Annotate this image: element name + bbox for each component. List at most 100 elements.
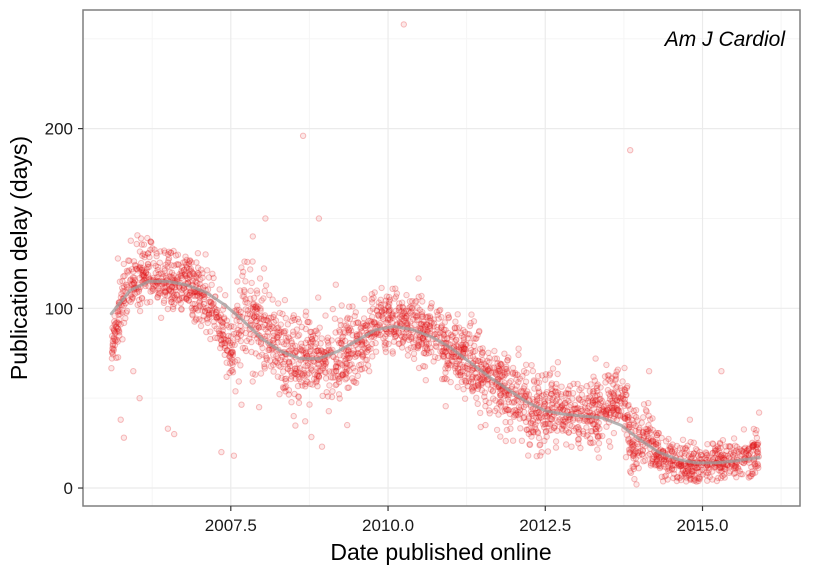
data-point (391, 329, 398, 336)
data-point (200, 300, 208, 308)
data-point (115, 311, 122, 318)
data-point (207, 298, 214, 305)
data-point (489, 387, 497, 394)
data-point (136, 307, 144, 315)
data-point (444, 352, 452, 359)
data-point (612, 372, 620, 379)
x-tick-label: 2012.5 (519, 516, 571, 535)
data-point (472, 370, 479, 377)
data-point (629, 438, 637, 445)
data-point (279, 353, 286, 360)
data-point (233, 306, 240, 313)
data-point (341, 322, 348, 329)
data-point (136, 395, 143, 402)
data-point (610, 389, 618, 396)
data-point (174, 292, 181, 299)
data-point (492, 369, 500, 376)
data-point (639, 428, 646, 436)
data-point (533, 393, 541, 400)
data-point (541, 437, 548, 444)
data-point (559, 402, 566, 409)
data-point (204, 314, 211, 322)
data-point (633, 481, 640, 488)
data-point (583, 395, 590, 402)
data-point (192, 273, 200, 280)
data-point (695, 475, 702, 482)
data-point (399, 310, 406, 317)
data-point (677, 476, 685, 484)
data-point (334, 373, 342, 380)
data-point (314, 347, 322, 354)
data-point (740, 449, 747, 456)
data-point (242, 329, 249, 337)
data-point (609, 390, 616, 397)
data-point (229, 348, 236, 355)
data-point (126, 257, 133, 264)
data-point (403, 319, 410, 326)
data-point (730, 452, 737, 459)
data-point (629, 463, 636, 470)
data-point (418, 340, 426, 348)
data-point (343, 375, 350, 382)
data-point (556, 416, 563, 423)
data-point (477, 358, 484, 366)
data-point (571, 401, 579, 409)
data-point (358, 349, 365, 356)
data-point (205, 274, 213, 281)
data-point (171, 430, 178, 438)
data-point (718, 452, 725, 459)
data-point (186, 274, 194, 281)
data-point (298, 323, 306, 331)
data-point (607, 411, 614, 418)
data-point (336, 360, 344, 367)
data-point (737, 470, 744, 478)
data-point (203, 328, 210, 336)
data-point (608, 404, 616, 412)
data-point (460, 326, 467, 334)
data-point (147, 298, 154, 306)
data-point (400, 21, 407, 28)
data-point (654, 442, 662, 449)
data-point (435, 315, 442, 322)
data-point (377, 301, 385, 309)
data-point (295, 393, 302, 400)
data-point (749, 442, 756, 449)
data-point (405, 336, 413, 343)
data-point (361, 295, 368, 302)
data-point (617, 395, 625, 402)
data-point (621, 415, 629, 422)
data-point (385, 303, 392, 310)
data-point (508, 399, 516, 406)
data-point (409, 304, 416, 311)
data-point (247, 331, 254, 338)
data-point (666, 459, 674, 466)
data-point (622, 454, 630, 461)
data-point (209, 301, 216, 308)
data-point (237, 332, 245, 339)
data-point (461, 345, 468, 352)
data-point (696, 475, 703, 482)
data-point (695, 477, 702, 485)
data-point (523, 390, 530, 397)
data-point (168, 283, 176, 291)
data-point (425, 340, 433, 348)
data-point (508, 383, 516, 390)
data-point (235, 378, 243, 385)
data-point (241, 258, 248, 265)
data-point (645, 412, 652, 419)
data-point (427, 305, 434, 312)
data-point (178, 305, 185, 313)
data-point (392, 285, 399, 292)
data-point (302, 418, 309, 425)
data-point (304, 378, 311, 386)
data-point (441, 374, 449, 382)
data-point (630, 421, 637, 429)
data-point (217, 332, 224, 339)
minor-gridlines (83, 10, 800, 506)
data-point (281, 296, 289, 304)
data-point (538, 449, 545, 456)
data-point (631, 475, 638, 483)
data-point (360, 320, 367, 327)
data-point (465, 365, 472, 373)
data-point (196, 298, 204, 305)
